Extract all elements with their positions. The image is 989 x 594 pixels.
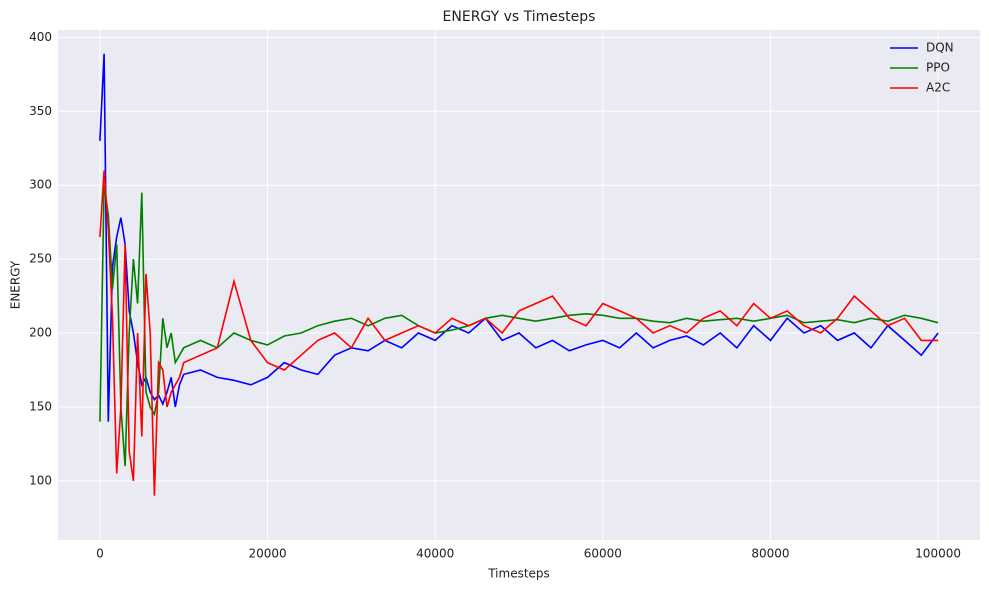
plot-area: [58, 30, 980, 540]
chart-title: ENERGY vs Timesteps: [443, 9, 596, 25]
y-tick-label: 300: [29, 178, 52, 192]
x-axis-label: Timesteps: [487, 567, 550, 581]
y-tick-label: 350: [29, 104, 52, 118]
y-tick-label: 400: [29, 30, 52, 44]
line-series: [99, 185, 939, 467]
y-tick-label: 200: [29, 326, 52, 340]
legend-label: PPO: [926, 61, 950, 75]
y-tick-label: 250: [29, 252, 52, 266]
x-tick-label: 40000: [416, 547, 454, 561]
x-tick-label: 0: [96, 547, 104, 561]
y-axis-label: ENERGY: [9, 260, 23, 309]
x-tick-label: 80000: [751, 547, 789, 561]
line-series: [99, 170, 939, 496]
x-tick-label: 60000: [584, 547, 622, 561]
legend-label: A2C: [926, 81, 950, 95]
y-tick-label: 100: [29, 473, 52, 487]
y-tick-label: 150: [29, 399, 52, 413]
x-tick-label: 20000: [248, 547, 286, 561]
x-tick-label: 100000: [915, 547, 961, 561]
legend-label: DQN: [926, 41, 954, 55]
